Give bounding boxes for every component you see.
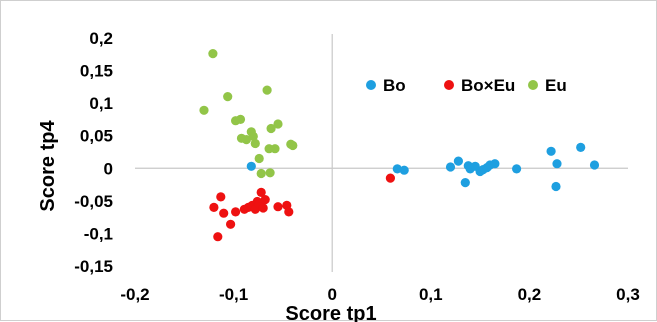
y-tick-label: 0,15 [80,62,113,81]
data-point [273,202,283,212]
data-point [256,187,266,197]
data-point [546,146,556,156]
y-axis-title: Score tp4 [37,120,59,212]
data-point [248,131,258,141]
data-point [241,135,251,145]
data-point [551,181,561,192]
data-point [392,164,402,174]
data-point [445,162,456,172]
data-point [235,114,246,124]
data-point [273,119,283,129]
y-tick-label: -0,15 [74,257,113,276]
data-point [490,159,500,169]
y-tick-label: -0,05 [74,192,113,211]
data-point [266,123,276,134]
data-point [258,203,268,213]
data-point [385,173,395,183]
data-point [576,142,586,152]
legend-label: Bo [383,76,406,95]
data-point [223,92,233,102]
x-tick-label: 0,3 [616,285,640,304]
data-point [399,165,409,175]
data-point [288,140,298,151]
data-point [552,159,562,169]
x-tick-label: 0 [327,285,336,304]
x-tick-label: 0,1 [419,285,443,304]
data-markers [199,49,600,242]
data-point [262,85,272,95]
data-point [265,168,275,178]
data-point [219,208,229,218]
zero-axis-lines [135,34,628,272]
data-point [213,232,223,242]
data-point [209,202,219,212]
legend-marker [366,80,376,90]
data-point [199,105,209,115]
legend-label: Bo×Eu [461,76,515,95]
data-point [208,49,218,59]
data-point [254,153,264,164]
data-point [260,195,270,205]
data-point [216,192,226,202]
y-tick-label: 0,2 [89,29,113,48]
data-point [231,207,241,217]
legend-marker [444,80,454,90]
y-tick-label: 0 [104,159,113,178]
y-axis-tick-labels: 0,2 0,15 0,1 0,05 0 -0,05 -0,1 -0,15 [74,29,113,276]
x-tick-label: -0,2 [120,285,149,304]
data-point [460,178,470,188]
data-point [250,138,260,149]
data-point [284,207,294,217]
legend-label: Eu [545,76,567,95]
data-point [589,160,600,170]
x-tick-label: -0,1 [219,285,248,304]
x-tick-label: 0,2 [518,285,542,304]
data-point [270,144,280,154]
data-point [256,168,266,179]
chart-legend: Bo Bo×Eu Eu [366,76,567,95]
data-point [226,219,236,229]
data-point [246,161,256,171]
data-point [453,156,463,166]
legend-marker [528,80,538,90]
y-tick-label: 0,1 [89,94,113,113]
y-tick-label: -0,1 [84,224,113,243]
data-point [511,164,522,174]
x-axis-tick-labels: -0,2 -0,1 0 0,1 0,2 0,3 [120,285,639,304]
y-tick-label: 0,05 [80,127,113,146]
x-axis-title: Score tp1 [285,303,376,322]
